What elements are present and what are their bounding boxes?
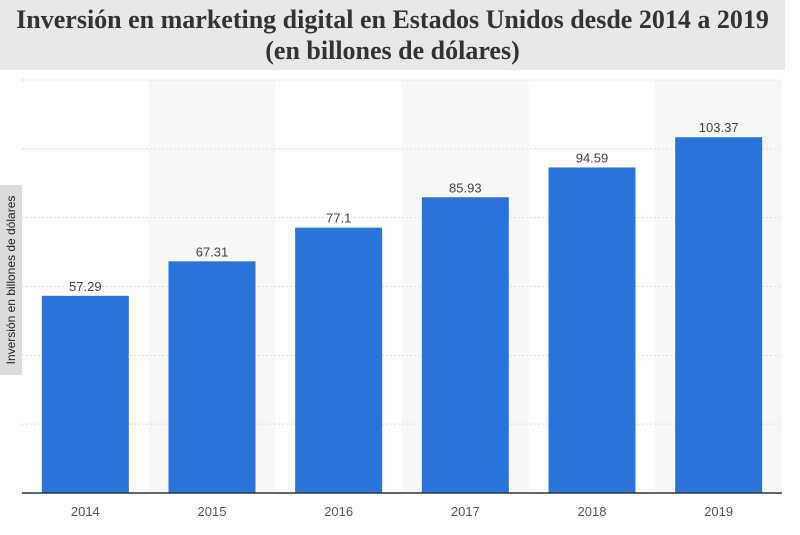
data-label: 57.29 xyxy=(69,279,102,294)
x-tick-label: 2014 xyxy=(71,504,100,519)
bar[interactable] xyxy=(168,261,256,493)
x-tick-labels: 2014 2015 2016 2017 2018 2019 xyxy=(71,504,733,519)
data-label: 85.93 xyxy=(449,180,482,195)
bar[interactable] xyxy=(421,197,509,494)
bar[interactable] xyxy=(548,167,636,493)
title-band xyxy=(0,0,785,70)
data-label: 103.37 xyxy=(699,120,739,135)
x-tick-label: 2016 xyxy=(324,504,353,519)
data-label: 77.1 xyxy=(326,211,351,226)
y-axis-label-box xyxy=(0,185,22,375)
x-tick-label: 2019 xyxy=(704,504,733,519)
x-tick-label: 2015 xyxy=(198,504,227,519)
bar[interactable] xyxy=(295,227,383,493)
bar[interactable] xyxy=(675,137,763,493)
bar[interactable] xyxy=(41,295,129,493)
x-tick-label: 2017 xyxy=(451,504,480,519)
data-label: 94.59 xyxy=(576,150,609,165)
data-labels: 57.29 67.31 77.1 85.93 94.59 103.37 xyxy=(69,120,738,294)
data-label: 67.31 xyxy=(196,244,229,259)
bars xyxy=(41,137,763,494)
x-tick-label: 2018 xyxy=(578,504,607,519)
chart-title: Inversión en marketing digital en Estado… xyxy=(16,5,769,65)
gridlines xyxy=(22,79,782,425)
